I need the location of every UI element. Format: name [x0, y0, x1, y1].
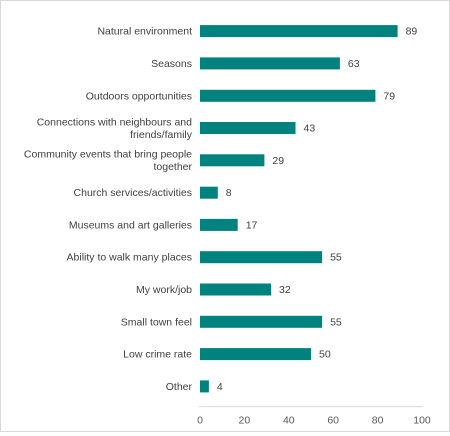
category-label-line: Community events that bring people: [24, 149, 192, 161]
category-label-line: together: [153, 161, 192, 173]
x-tick-label: 80: [372, 415, 384, 427]
bar: [200, 315, 323, 328]
category-label-line: Natural environment: [97, 26, 192, 38]
bar: [200, 348, 311, 361]
data-label: 55: [330, 316, 342, 328]
data-label: 32: [279, 284, 291, 296]
category-label-line: Other: [166, 381, 193, 393]
data-label: 55: [330, 252, 342, 264]
data-label: 79: [383, 90, 395, 102]
category-label: Community events that bring people togeth…: [24, 149, 193, 174]
category-label-line: Low crime rate: [123, 349, 192, 361]
x-tick-label: 100: [413, 415, 431, 427]
x-tick-label: 40: [283, 415, 295, 427]
data-label: 8: [226, 187, 232, 199]
bars: [200, 25, 398, 393]
data-label: 63: [348, 58, 360, 70]
x-tick-labels: 0 20 40 60 80 100: [197, 415, 431, 427]
bar: [200, 25, 398, 38]
category-label: Church services/activities: [74, 187, 192, 199]
category-label-line: Outdoors opportunities: [86, 90, 192, 102]
x-tick-label: 20: [239, 415, 251, 427]
category-label: Small town feel: [121, 316, 192, 328]
category-label: Other: [166, 381, 193, 393]
bar: [200, 283, 271, 296]
data-label: 43: [304, 123, 316, 135]
data-label: 29: [272, 155, 284, 167]
x-tick-label: 0: [197, 415, 203, 427]
category-label-line: friends/family: [130, 129, 193, 141]
bar: [200, 57, 340, 70]
category-label-line: Small town feel: [121, 316, 192, 328]
bar: [200, 154, 265, 167]
category-label-line: Ability to walk many places: [67, 252, 192, 264]
category-label: Ability to walk many places: [67, 252, 192, 264]
category-labels: Natural environment Seasons Outdoors oppor…: [24, 26, 193, 393]
category-label: Low crime rate: [123, 349, 192, 361]
category-label-line: Museums and art galleries: [69, 219, 192, 231]
data-label: 50: [319, 349, 331, 361]
bar: [200, 218, 238, 231]
category-label-line: My work/job: [136, 284, 192, 296]
data-labels: 89 63 79 43 29 8 17 55 32 55 50 4: [217, 26, 418, 393]
x-tick-label: 60: [327, 415, 339, 427]
category-label: Museums and art galleries: [69, 219, 192, 231]
category-label: Connections with neighbours and friends/f…: [37, 116, 193, 141]
category-label: Natural environment: [97, 26, 192, 38]
category-label: Outdoors opportunities: [86, 90, 192, 102]
data-label: 4: [217, 381, 223, 393]
category-label: Seasons: [151, 58, 192, 70]
category-label: My work/job: [136, 284, 192, 296]
bar: [200, 122, 296, 134]
category-label-line: Connections with neighbours and: [37, 116, 192, 128]
bar: [200, 380, 209, 393]
data-label: 89: [406, 26, 418, 38]
data-label: 17: [246, 219, 258, 231]
bar: [200, 251, 323, 264]
category-label-line: Church services/activities: [74, 187, 192, 199]
bar: [200, 89, 376, 102]
category-label-line: Seasons: [151, 58, 192, 70]
bar: [200, 186, 218, 199]
